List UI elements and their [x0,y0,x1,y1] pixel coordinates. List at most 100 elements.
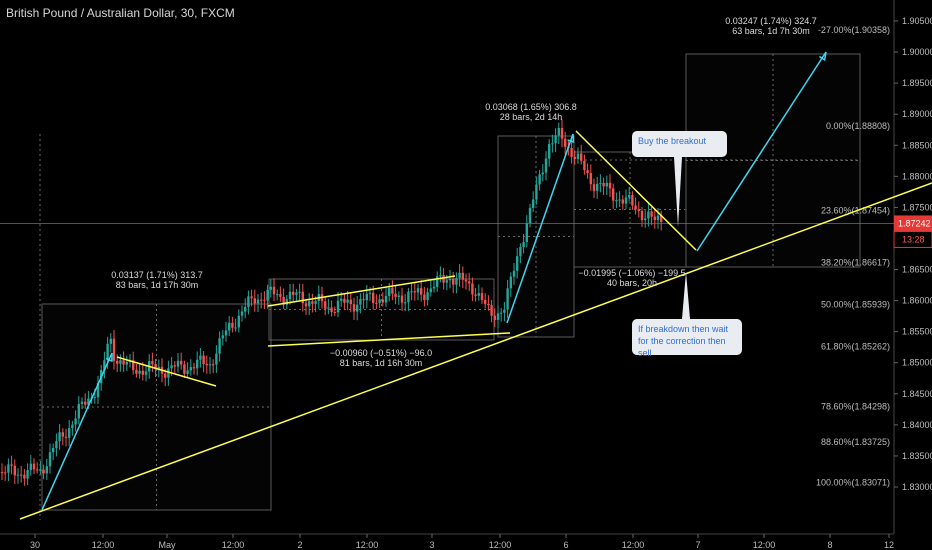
candle-body [564,138,567,147]
candle-body [599,182,602,184]
candle-body [560,128,564,139]
chart-title: British Pound / Australian Dollar, 30, F… [6,6,235,20]
candle-body [0,472,4,474]
price-tick-label: 1.89000 [902,109,932,119]
time-tick-label: 2 [297,540,302,550]
candle-body [333,311,336,313]
candle-body [480,293,484,301]
candle-body [468,281,471,284]
candle-body [506,288,509,310]
candle-body [605,182,608,187]
trend-line [575,130,697,251]
candle-body [484,300,487,304]
candle-body [432,286,436,289]
candle-body [413,291,416,293]
trend-line [116,356,217,387]
candle-body [624,197,628,204]
callout-breakdown[interactable]: If breakdown then wait for the correctio… [632,272,742,358]
candle-body [324,301,327,309]
candle-body [205,364,208,366]
candle-body [596,183,599,191]
candle-body [349,299,352,305]
price-tick-label: 1.90500 [902,16,932,26]
candle-body [231,322,234,328]
candle-body [141,370,144,375]
time-tick-label: 8 [827,540,832,550]
candle-body [39,469,42,471]
candle-body [36,469,39,471]
candle-body [615,200,618,202]
candle-body [125,361,128,365]
callout-text: If breakdown then wait for the correctio… [638,324,729,358]
candle-body [522,242,525,248]
candle-body [637,209,640,212]
candle-body [256,299,260,304]
candle-body [477,293,480,296]
candle-body [196,359,199,369]
candle-body [535,184,538,200]
candle-body [410,291,413,293]
callout-text: Buy the breakout [638,136,707,146]
candle-body [260,299,263,301]
candle-body [279,294,282,297]
candle-body [189,367,192,371]
time-tick-label: 12 [884,540,894,550]
candle-body [32,463,36,470]
candle-body [20,474,23,476]
candle-body [404,302,407,304]
candle-body [612,188,615,201]
arrow-head [818,51,827,62]
price-label: 1.87242 [898,218,931,228]
candle-body [452,278,455,285]
candle-body [647,211,650,219]
time-tick-label: 12:00 [92,540,115,550]
measure-label-bars: 63 bars, 1d 7h 30m [732,26,810,36]
candle-body [7,464,10,473]
price-tick-label: 1.87500 [902,202,932,212]
candle-body [311,301,314,304]
fib-level-label: 23.60%(1.87454) [821,205,890,215]
candle-body [436,276,439,287]
time-tick-label: 12:00 [753,540,776,550]
candle-body [474,294,477,296]
candle-body [308,301,311,307]
candle-body [295,292,298,295]
candle-body [23,474,26,479]
candle-body [192,367,196,369]
price-tick-label: 1.85500 [902,327,932,337]
candle-body [580,153,583,161]
candle-body [397,295,400,297]
candle-body [592,184,596,191]
candle-body [119,360,122,364]
candle-body [362,299,365,301]
candle-body [407,291,410,303]
measure-label-value: −0.01995 (−1.06%) −199.5 [578,268,685,278]
candle-body [640,211,644,221]
fib-level-label: 100.00%(1.83071) [816,478,890,488]
candle-body [74,418,77,425]
price-tick-label: 1.90000 [902,47,932,57]
candle-body [448,278,452,281]
candle-body [343,298,346,303]
candle-body [301,291,304,304]
candle-body [541,172,544,175]
time-tick-label: 12:00 [356,540,379,550]
candle-body [304,303,308,307]
price-tick-label: 1.83500 [902,451,932,461]
trend-line [267,275,456,307]
time-tick-label: May [158,540,176,550]
projection-arrow [696,51,827,252]
candle-body [16,474,20,476]
arrow-head [567,133,575,144]
callout-buy-breakout[interactable]: Buy the breakout [632,131,727,227]
candle-body [224,330,228,336]
candle-body [208,364,212,366]
candle-body [167,368,170,378]
measure-label-value: 0.03247 (1.74%) 324.7 [725,16,817,26]
candle-body [458,272,461,279]
candle-body [365,293,368,301]
callout-tail [682,272,690,319]
trend-line [267,332,511,347]
time-tick-label: 12:00 [622,540,645,550]
